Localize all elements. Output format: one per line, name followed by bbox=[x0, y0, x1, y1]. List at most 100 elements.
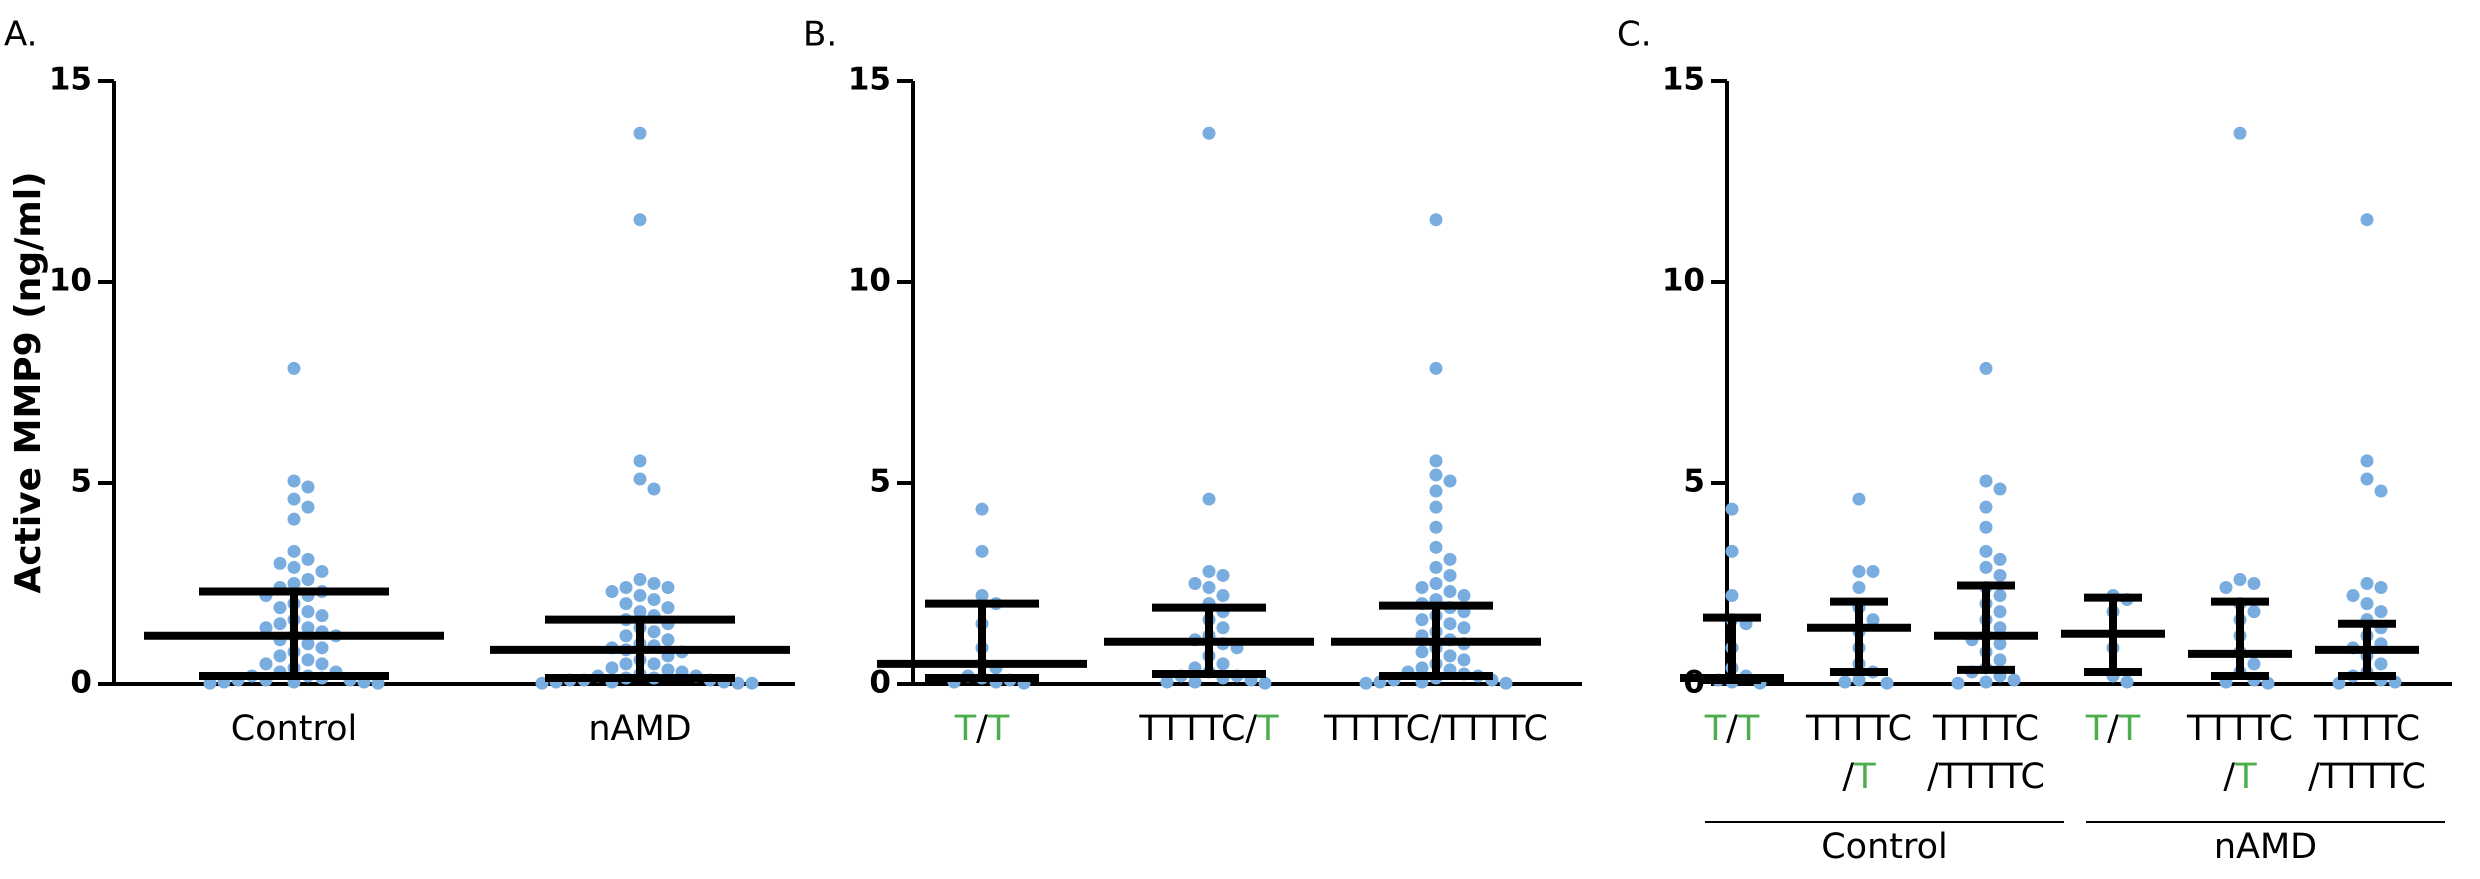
data-point bbox=[633, 589, 647, 603]
data-point bbox=[2346, 589, 2360, 603]
data-point bbox=[633, 213, 647, 227]
data-point bbox=[1160, 675, 1174, 689]
x-tick-label: /T bbox=[1842, 757, 1876, 797]
data-point bbox=[1429, 213, 1443, 227]
data-point bbox=[1880, 676, 1894, 690]
data-point bbox=[647, 482, 661, 496]
data-point bbox=[273, 601, 287, 615]
data-point bbox=[1852, 492, 1866, 506]
data-point bbox=[633, 454, 647, 468]
data-point bbox=[1443, 649, 1457, 663]
data-point bbox=[2360, 577, 2374, 590]
label-segment: T bbox=[1704, 709, 1727, 749]
x-tick-label: TTTTC/TTTTC bbox=[1323, 709, 1548, 749]
data-point bbox=[1202, 564, 1216, 578]
data-point bbox=[2219, 581, 2233, 595]
data-point bbox=[1443, 552, 1457, 566]
data-point bbox=[301, 500, 315, 514]
data-point bbox=[287, 474, 301, 488]
data-point bbox=[661, 601, 675, 615]
data-point bbox=[1443, 474, 1457, 488]
data-point bbox=[2360, 454, 2374, 468]
label-segment: T bbox=[2234, 757, 2257, 797]
label-segment: TTTTC bbox=[1932, 709, 2039, 749]
label-segment: /TTTTC bbox=[2308, 757, 2426, 797]
data-point bbox=[1993, 568, 2007, 582]
y-tick-label: 15 bbox=[848, 62, 891, 98]
x-tick-label: /T bbox=[2223, 757, 2257, 797]
data-point bbox=[1429, 540, 1443, 554]
data-point bbox=[1852, 564, 1866, 578]
data-point bbox=[2233, 126, 2247, 140]
data-point bbox=[1979, 500, 1993, 514]
data-point bbox=[1993, 605, 2007, 619]
y-tick-label: 10 bbox=[49, 263, 92, 299]
data-point bbox=[1188, 577, 1202, 590]
y-tick-label: 5 bbox=[869, 464, 891, 500]
data-point bbox=[1457, 621, 1471, 635]
data-point bbox=[1429, 577, 1443, 590]
data-point bbox=[1443, 568, 1457, 582]
data-point bbox=[1852, 673, 1866, 687]
label-segment: T bbox=[1737, 709, 1760, 749]
data-point bbox=[287, 361, 301, 375]
data-point bbox=[1979, 560, 1993, 574]
x-tick-label: /TTTTC bbox=[1927, 757, 2045, 797]
label-segment: TTTTC bbox=[2313, 709, 2420, 749]
data-point bbox=[1499, 676, 1513, 690]
x-tick-label: TTTTC bbox=[2186, 709, 2293, 749]
data-point bbox=[2120, 675, 2134, 689]
data-point bbox=[287, 544, 301, 558]
data-point bbox=[1993, 637, 2007, 651]
data-point bbox=[633, 572, 647, 586]
data-point bbox=[1979, 544, 1993, 558]
data-point bbox=[647, 657, 661, 671]
data-point bbox=[273, 556, 287, 570]
data-point bbox=[2374, 605, 2388, 619]
data-point bbox=[2374, 657, 2388, 671]
data-point bbox=[2233, 572, 2247, 586]
y-tick-label: 10 bbox=[848, 263, 891, 299]
panel-label: A. bbox=[4, 15, 37, 55]
data-point bbox=[619, 597, 633, 611]
data-point bbox=[1359, 676, 1373, 690]
data-point bbox=[1216, 589, 1230, 603]
y-tick-label: 0 bbox=[1683, 665, 1705, 701]
x-tick-label: T/T bbox=[1704, 709, 1760, 749]
x-tick-label: T/T bbox=[2085, 709, 2141, 749]
data-point bbox=[315, 657, 329, 671]
label-segment: T bbox=[954, 709, 977, 749]
data-point bbox=[1993, 552, 2007, 566]
data-point bbox=[301, 480, 315, 494]
data-point bbox=[1852, 581, 1866, 595]
data-point bbox=[301, 653, 315, 667]
data-point bbox=[287, 512, 301, 526]
label-segment: nAMD bbox=[588, 709, 691, 749]
data-point bbox=[287, 492, 301, 506]
data-point bbox=[2374, 484, 2388, 498]
data-point bbox=[2247, 577, 2261, 590]
y-tick-label: 15 bbox=[49, 62, 92, 98]
data-point bbox=[1202, 492, 1216, 506]
y-tick-label: 5 bbox=[70, 464, 92, 500]
label-segment: TTTTC bbox=[2186, 709, 2293, 749]
data-point bbox=[2007, 673, 2021, 687]
data-point bbox=[1838, 675, 1852, 689]
data-point bbox=[1725, 502, 1739, 516]
data-point bbox=[1457, 653, 1471, 667]
data-point bbox=[1216, 621, 1230, 635]
data-point bbox=[1216, 657, 1230, 671]
data-point bbox=[661, 663, 675, 677]
data-point bbox=[1457, 589, 1471, 603]
data-point bbox=[301, 637, 315, 651]
label-segment: /TTTTC bbox=[1927, 757, 2045, 797]
data-point bbox=[1725, 544, 1739, 558]
label-segment: T bbox=[1256, 709, 1279, 749]
data-point bbox=[1429, 500, 1443, 514]
data-point bbox=[315, 609, 329, 623]
label-segment: T bbox=[2118, 709, 2141, 749]
label-segment: T bbox=[987, 709, 1010, 749]
label-segment: Control bbox=[231, 709, 358, 749]
x-tick-label: nAMD bbox=[588, 709, 691, 749]
data-point bbox=[1415, 613, 1429, 627]
